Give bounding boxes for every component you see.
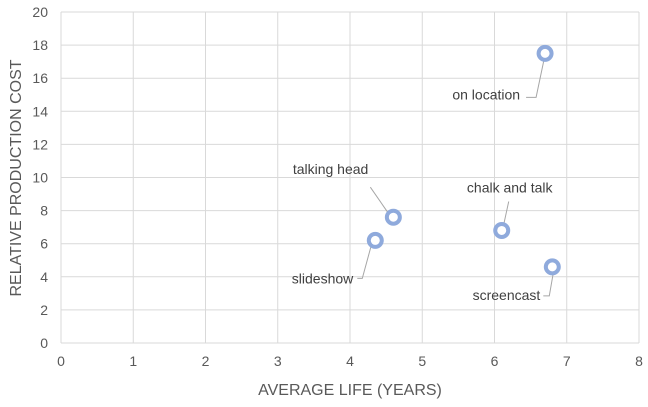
data-label: on location: [452, 86, 520, 102]
x-tick-label: 8: [635, 353, 643, 369]
y-tick-label: 16: [32, 70, 48, 86]
data-label: screencast: [473, 287, 541, 303]
y-tick-label: 10: [32, 170, 48, 186]
y-tick-label: 0: [40, 335, 48, 351]
x-tick-label: 6: [491, 353, 499, 369]
y-tick-label: 18: [32, 37, 48, 53]
x-axis-title: AVERAGE LIFE (YEARS): [258, 382, 442, 399]
x-tick-label: 2: [202, 353, 210, 369]
data-point: [366, 231, 384, 249]
y-tick-label: 6: [40, 236, 48, 252]
y-tick-label: 12: [32, 136, 48, 152]
data-label: talking head: [293, 161, 369, 177]
data-labels: on location talking head slideshow chalk an…: [292, 86, 554, 302]
x-tick-label: 1: [129, 353, 137, 369]
data-label: slideshow: [292, 270, 354, 286]
y-tick-label: 14: [32, 103, 48, 119]
y-axis-title: RELATIVE PRODUCTION COST: [8, 59, 25, 296]
y-tick-label: 8: [40, 203, 48, 219]
grid-lines: [60, 11, 640, 344]
data-label: chalk and talk: [467, 179, 554, 195]
y-tick-label: 20: [32, 4, 48, 20]
x-tick-label: 5: [418, 353, 426, 369]
x-tick-label: 3: [274, 353, 282, 369]
data-points: [366, 44, 561, 276]
data-point: [543, 258, 561, 276]
x-tick-label: 0: [57, 353, 65, 369]
x-tick-label: 4: [346, 353, 354, 369]
data-point: [536, 44, 554, 62]
x-tick-label: 7: [563, 353, 571, 369]
data-point: [384, 208, 402, 226]
y-tick-label: 2: [40, 302, 48, 318]
data-point: [493, 221, 511, 239]
y-tick-label: 4: [40, 269, 48, 285]
